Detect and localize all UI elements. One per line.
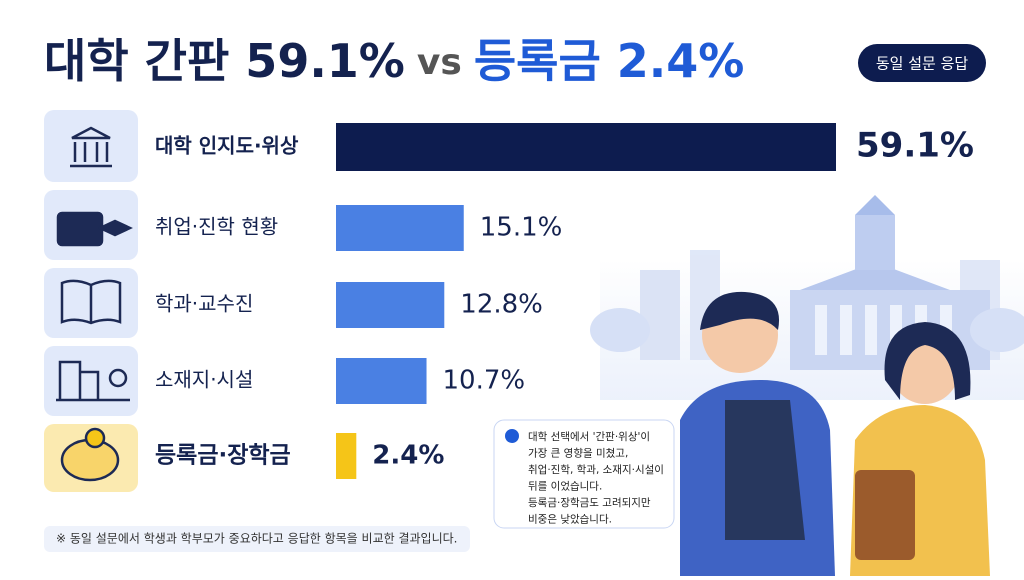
note-box xyxy=(493,419,675,529)
note-line: 취업·진학, 학과, 소재지·시설이 xyxy=(528,463,664,476)
bar xyxy=(336,282,445,328)
badge xyxy=(858,44,986,82)
chart-title: 대학 간판 59.1% vs 등록금 2.4% xyxy=(44,34,744,88)
note-line: 뒤를 이었습니다. xyxy=(528,481,602,493)
bar xyxy=(336,123,836,171)
student-illustration xyxy=(680,291,990,576)
value-label: 2.4% xyxy=(372,441,444,471)
check-icon xyxy=(505,429,519,443)
note-line: 등록금·장학금도 고려되지만 xyxy=(528,497,651,509)
bar xyxy=(336,433,357,479)
footnote-box xyxy=(44,526,470,552)
footnote: ※ 동일 설문에서 학생과 학부모가 중요하다고 응답한 항목을 비교한 결과입… xyxy=(56,532,457,546)
category-label: 대학 인지도·위상 xyxy=(155,134,299,158)
title-part: vs xyxy=(417,42,462,83)
value-label: 15.1% xyxy=(480,213,563,243)
title-part: 등록금 2.4% xyxy=(474,34,745,88)
value-label: 12.8% xyxy=(460,290,543,320)
bar xyxy=(336,358,427,404)
note-line: 비중은 낮았습니다. xyxy=(528,514,612,526)
note-line: 대학 선택에서 '간판·위상'이 xyxy=(528,430,650,443)
category-label: 학과·교수진 xyxy=(155,292,253,316)
category-label: 등록금·장학금 xyxy=(155,443,291,469)
category-label: 소재지·시설 xyxy=(155,368,253,392)
title-part: 대학 간판 59.1% xyxy=(44,34,405,88)
category-icons xyxy=(44,110,138,492)
note-line: 가장 큰 영향을 미쳤고, xyxy=(528,448,628,460)
value-label: 59.1% xyxy=(856,126,974,166)
badge-text: 동일 설문 응답 xyxy=(876,55,969,73)
category-label: 취업·진학 현황 xyxy=(155,215,278,239)
bar xyxy=(336,205,464,251)
value-label: 10.7% xyxy=(443,366,526,396)
